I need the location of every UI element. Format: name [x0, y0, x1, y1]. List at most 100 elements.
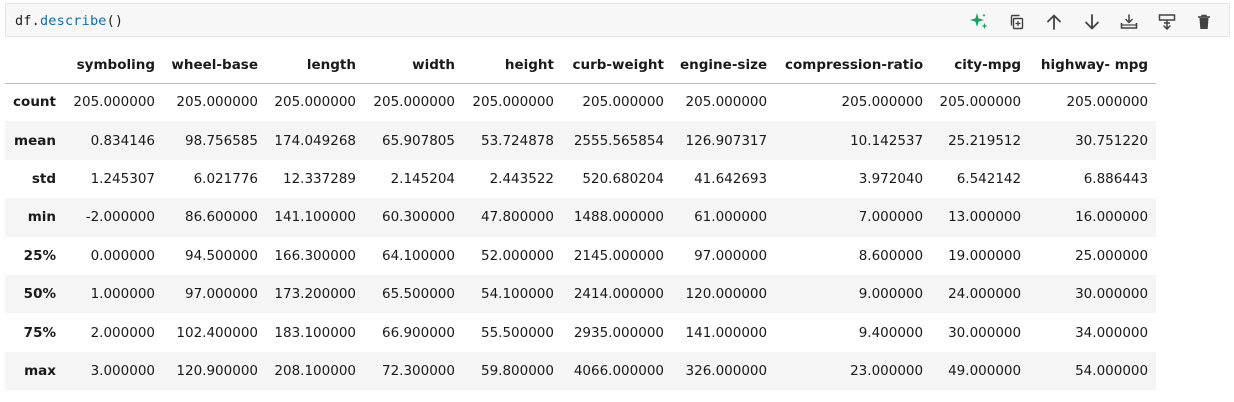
arrow-down-icon: [1084, 14, 1099, 30]
table-cell: 205.000000: [373, 94, 455, 111]
table-cell: 34.000000: [1075, 324, 1149, 341]
table-row: max 3.000000 120.900000 208.100000 72.30…: [5, 351, 1157, 391]
split-cell-button[interactable]: [1148, 10, 1186, 34]
table-cell: 72.300000: [381, 362, 455, 379]
copy-button[interactable]: [998, 10, 1036, 34]
table-cell: 1.245307: [90, 170, 155, 187]
table-cell: 326.000000: [685, 362, 768, 379]
code-input-area[interactable]: df.describe(): [5, 3, 1230, 37]
table-cell: 24.000000: [948, 286, 1022, 303]
copy-icon: [1010, 14, 1023, 30]
table-cell: 53.724878: [480, 132, 554, 149]
table-row: 75% 2.000000 102.400000 183.100000 66.90…: [5, 313, 1157, 352]
table-cell: 120.900000: [176, 362, 258, 379]
column-header: height: [463, 45, 562, 84]
table-cell: 166.300000: [274, 247, 356, 264]
table-cell: 30.000000: [948, 324, 1022, 341]
table-cell: 86.600000: [184, 209, 258, 226]
table-cell: 205.000000: [685, 94, 768, 111]
column-header: compression-ratio: [775, 45, 932, 84]
move-down-button[interactable]: [1073, 10, 1111, 34]
table-cell: 8.600000: [858, 247, 924, 264]
table-cell: 98.756585: [184, 132, 258, 149]
table-cell: 30.000000: [1075, 286, 1149, 303]
table-cell: 30.751220: [1075, 132, 1149, 149]
table-row: 25% 0.000000 94.500000 166.300000 64.100…: [5, 236, 1157, 275]
table-cell: 59.800000: [480, 362, 554, 379]
dataframe-table: symboling wheel-base length width height…: [5, 45, 1157, 391]
table-cell: 16.000000: [1075, 209, 1149, 226]
table-cell: 97.000000: [694, 247, 768, 264]
table-cell: 2935.000000: [573, 324, 664, 341]
insert-below-icon: [1120, 14, 1138, 29]
table-cell: 120.000000: [685, 286, 768, 303]
move-up-button[interactable]: [1036, 10, 1074, 34]
trash-icon: [1198, 14, 1211, 29]
table-cell: 65.500000: [381, 286, 455, 303]
delete-button[interactable]: [1186, 10, 1224, 34]
insert-below-button[interactable]: [1111, 10, 1149, 34]
table-cell: 208.100000: [274, 362, 356, 379]
code-method: describe: [39, 13, 107, 29]
code-dot: .: [31, 13, 40, 29]
table-cell: 25.219512: [948, 132, 1022, 149]
table-row: std 1.245307 6.021776 12.337289 2.145204…: [5, 159, 1157, 199]
table-cell: 183.100000: [274, 324, 356, 341]
table-cell: 174.049268: [274, 132, 356, 149]
table-cell: 2555.565854: [573, 132, 664, 149]
table-cell: 61.000000: [694, 209, 768, 226]
table-cell: 173.200000: [274, 286, 356, 303]
column-header: symboling: [64, 45, 163, 84]
table-cell: 19.000000: [948, 247, 1022, 264]
generate-button[interactable]: [961, 10, 999, 34]
table-cell: 205.000000: [939, 94, 1022, 111]
table-cell: 47.800000: [480, 209, 554, 226]
table-cell: 3.000000: [90, 362, 155, 379]
table-cell: 55.500000: [480, 324, 554, 341]
table-cell: 54.100000: [480, 286, 554, 303]
column-header: length: [266, 45, 364, 84]
table-cell: 2145.000000: [573, 247, 664, 264]
table-row: min -2.000000 86.600000 141.100000 60.30…: [5, 198, 1157, 237]
table-cell: 94.500000: [184, 247, 258, 264]
table-cell: 2414.000000: [573, 286, 664, 303]
table-cell: 23.000000: [850, 362, 924, 379]
row-index: 75%: [23, 324, 56, 341]
table-cell: -2.000000: [85, 209, 155, 226]
row-index: count: [13, 94, 56, 111]
row-index: max: [24, 362, 56, 379]
row-index: mean: [14, 132, 56, 149]
table-cell: 1.000000: [90, 286, 155, 303]
table-cell: 205.000000: [582, 94, 664, 111]
cell-toolbar: [961, 10, 1224, 34]
table-cell: 66.900000: [381, 324, 455, 341]
table-cell: 13.000000: [948, 209, 1022, 226]
table-cell: 141.000000: [685, 324, 768, 341]
row-index: min: [27, 209, 56, 226]
table-cell: 205.000000: [274, 94, 356, 111]
code-identifier: df: [15, 13, 32, 29]
column-header: city-mpg: [931, 45, 1030, 84]
table-row: count 205.000000 205.000000 205.000000 2…: [5, 83, 1157, 122]
table-row: mean 0.834146 98.756585 174.049268 65.90…: [5, 121, 1157, 160]
table-cell: 10.142537: [850, 132, 924, 149]
table-cell: 9.400000: [858, 324, 924, 341]
arrow-up-icon: [1047, 14, 1062, 30]
code-parens: (): [106, 13, 124, 29]
table-cell: 6.886443: [1083, 170, 1149, 187]
table-cell: 520.680204: [582, 170, 664, 187]
index-header: [5, 45, 64, 84]
header-row: symboling wheel-base length width height…: [5, 45, 1157, 84]
table-cell: 25.000000: [1075, 247, 1149, 264]
code-line[interactable]: df.describe(): [15, 13, 123, 29]
table-cell: 141.100000: [274, 209, 356, 226]
sparkle-icon: [970, 13, 988, 29]
table-cell: 2.000000: [90, 324, 155, 341]
table-cell: 0.000000: [90, 247, 155, 264]
table-cell: 205.000000: [841, 94, 924, 111]
table-cell: 205.000000: [1066, 94, 1149, 111]
table-cell: 2.443522: [489, 170, 554, 187]
table-cell: 64.100000: [381, 247, 455, 264]
table-cell: 60.300000: [381, 209, 455, 226]
